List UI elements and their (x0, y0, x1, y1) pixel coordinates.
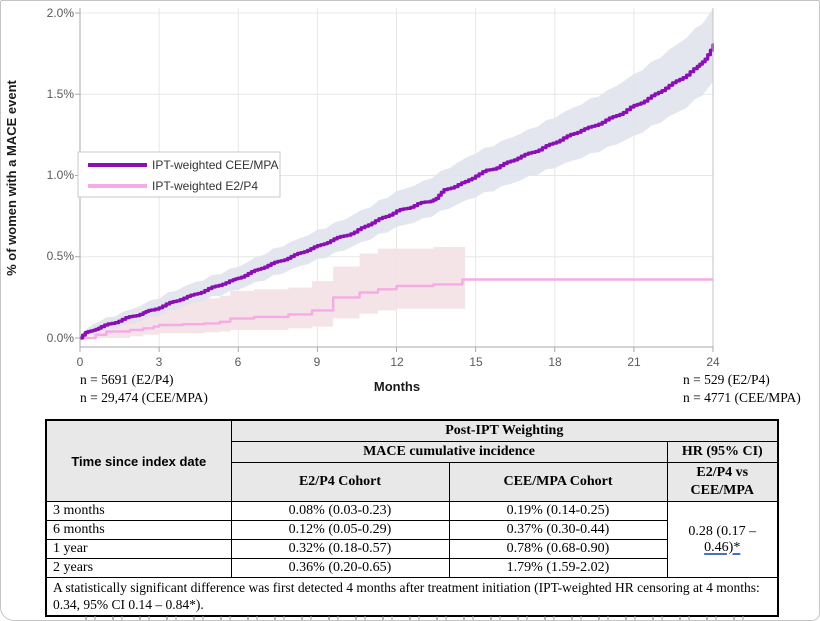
hr-value-prefix: 0.28 (0.17 – (688, 523, 757, 539)
n-at-risk-24mo-cee: n = 4771 (CEE/MPA) (683, 390, 801, 405)
x-tick: 0 (77, 355, 84, 369)
x-tick: 21 (627, 355, 641, 369)
row-label-2-years: 2 years (45, 558, 232, 578)
cell-e2p4-1yr: 0.32% (0.18-0.57) (230, 539, 450, 559)
x-tick: 24 (706, 355, 720, 369)
row-label-1-year: 1 year (45, 539, 232, 559)
x-axis-tick-labels: 0 3 6 9 12 15 18 21 24 (77, 355, 720, 369)
table-footnote: A statistically significant difference w… (45, 577, 779, 617)
header-post-ipt-weighting: Post-IPT Weighting (230, 419, 779, 442)
table-row: 3 months 0.08% (0.03-0.23) 0.19% (0.14-0… (45, 501, 779, 578)
n-at-risk-baseline-e2p4: n = 5691 (E2/P4) (80, 372, 174, 387)
header-cee-mpa-cohort: CEE/MPA Cohort (448, 462, 668, 502)
cell-cee-2yr: 1.79% (1.59-2.02) (448, 558, 668, 578)
header-hr-sub-line1: E2/P4 vs (696, 465, 749, 480)
x-tick: 9 (314, 355, 321, 369)
header-e2p4-cohort: E2/P4 Cohort (230, 462, 450, 502)
legend-label-cee: IPT-weighted CEE/MPA (152, 158, 279, 172)
n-at-risk-baseline: n = 5691 (E2/P4) n = 29,474 (CEE/MPA) (80, 371, 208, 407)
header-hr-sub-line2: CEE/MPA (690, 483, 755, 498)
legend: IPT-weighted CEE/MPA IPT-weighted E2/P4 (77, 151, 281, 198)
y-tick: 1.5% (47, 87, 75, 101)
legend-label-e2: IPT-weighted E2/P4 (152, 179, 258, 193)
table-row: 6 months 0.12% (0.05-0.29) 0.37% (0.30-0… (45, 520, 778, 540)
cell-cee-1yr: 0.78% (0.68-0.90) (448, 539, 668, 559)
confidence-bands (80, 8, 713, 338)
cell-e2p4-3mo: 0.08% (0.03-0.23) (230, 501, 450, 521)
y-tick: 0.5% (47, 249, 75, 263)
y-tick: 0.0% (47, 331, 75, 345)
mace-incidence-chart: 2.0% 1.5% 1.0% 0.5% 0.0% 0 3 6 9 12 15 1… (4, 6, 720, 394)
y-tick: 2.0% (47, 6, 75, 20)
y-axis-tick-labels: 2.0% 1.5% 1.0% 0.5% 0.0% (47, 6, 75, 345)
cell-cee-3mo: 0.19% (0.14-0.25) (448, 501, 668, 521)
y-axis-title: % of women with a MACE event (4, 79, 19, 275)
x-tick: 12 (390, 355, 404, 369)
x-tick: 15 (469, 355, 483, 369)
x-tick: 3 (156, 355, 163, 369)
results-table: Time since index date Post-IPT Weighting… (45, 419, 780, 617)
row-label-3-months: 3 months (45, 501, 232, 521)
table-row: 2 years 0.36% (0.20-0.65) 1.79% (1.59-2.… (45, 558, 778, 578)
row-label-6-months: 6 months (45, 520, 232, 540)
n-at-risk-baseline-cee: n = 29,474 (CEE/MPA) (80, 390, 208, 405)
cell-e2p4-6mo: 0.12% (0.05-0.29) (230, 520, 450, 540)
header-e2p4-vs-cee-mpa: E2/P4 vs CEE/MPA (666, 462, 779, 502)
x-tick: 18 (548, 355, 562, 369)
x-axis-title: Months (374, 379, 420, 394)
incidence-curves (80, 43, 714, 340)
cell-hazard-ratio: 0.28 (0.17 – 0.46)* (666, 501, 779, 578)
y-tick: 1.0% (47, 168, 75, 182)
x-tick: 6 (235, 355, 242, 369)
cell-cee-6mo: 0.37% (0.30-0.44) (448, 520, 668, 540)
cell-e2p4-2yr: 0.36% (0.20-0.65) (230, 558, 450, 578)
header-mace-cumulative-incidence: MACE cumulative incidence (230, 441, 668, 463)
n-at-risk-24mo: n = 529 (E2/P4) n = 4771 (CEE/MPA) (683, 371, 801, 407)
header-time-since-index: Time since index date (45, 419, 232, 502)
cropped-text-strip (85, 616, 757, 620)
n-at-risk-24mo-e2p4: n = 529 (E2/P4) (683, 372, 770, 387)
header-hr-95ci: HR (95% CI) (666, 441, 779, 463)
hr-value-underlined[interactable]: 0.46)* (704, 539, 741, 555)
